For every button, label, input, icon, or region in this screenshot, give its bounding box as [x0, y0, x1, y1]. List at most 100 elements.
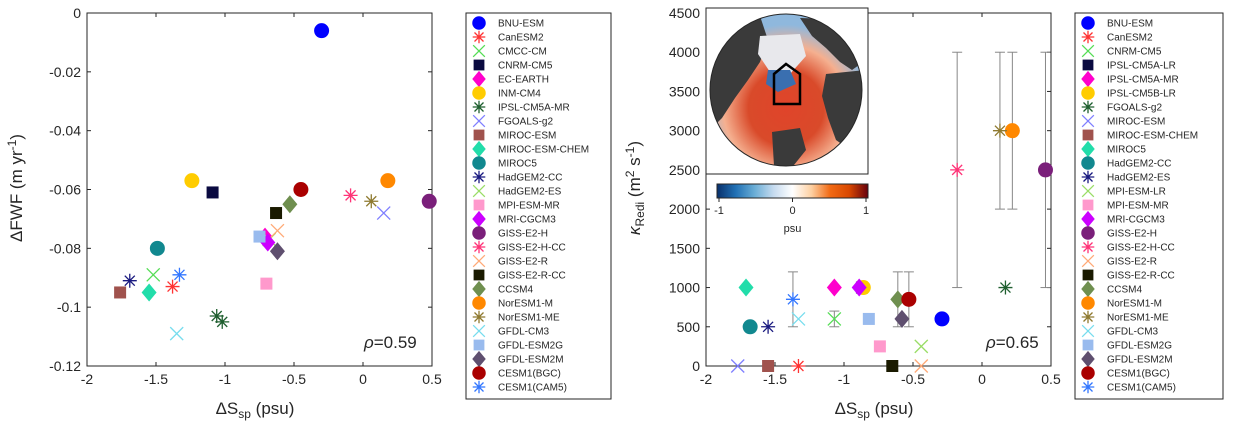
legend-marker [472, 170, 486, 184]
legend-entry-label: MPI-ESM-LR [1107, 187, 1166, 198]
data-point [269, 242, 285, 261]
globe-outline [709, 13, 863, 167]
legend-marker [472, 324, 486, 338]
legend-box [465, 12, 612, 400]
y-tick-label: 1000 [669, 280, 700, 296]
legend-marker [1081, 254, 1095, 268]
data-point [165, 279, 180, 294]
x-axis-title-right: ΔSsp (psu) [835, 399, 914, 421]
data-point [827, 311, 842, 326]
legend-entry-label: HadGEM2-ES [498, 187, 562, 198]
legend-marker [1081, 350, 1095, 368]
legend-marker [472, 210, 486, 228]
legend-marker [1081, 70, 1095, 88]
y-tick-label: 4000 [669, 44, 700, 60]
legend-entry-label: NorESM1-ME [1107, 313, 1169, 324]
data-point [894, 309, 910, 328]
data-point [998, 280, 1013, 295]
data-point [209, 308, 224, 323]
data-point [873, 340, 886, 353]
legend-marker [1081, 324, 1095, 338]
data-point [206, 186, 219, 199]
colorbar-tick-label: 0 [789, 205, 795, 217]
region-box [772, 62, 802, 106]
rho-annotation-left: ρ=0.59 [363, 333, 417, 352]
y-tick-label: 3000 [669, 123, 700, 139]
y-tick-label: -0.12 [49, 358, 81, 374]
legend-entry-label: GISS-E2-R [1107, 257, 1157, 268]
data-point [122, 273, 137, 288]
legend-marker [472, 310, 486, 324]
legend-marker [1081, 240, 1095, 254]
legend-marker [1081, 366, 1095, 380]
data-point [762, 360, 775, 372]
data-point [886, 360, 899, 372]
data-point [172, 267, 187, 282]
data-point [890, 290, 906, 309]
legend-marker [1081, 310, 1095, 324]
x-tick-label: -1.5 [763, 371, 787, 387]
legend-entry-label: GISS-E2-R-CC [1107, 271, 1175, 282]
panel-right: -2 -1.5 -1 -0.5 0 0.5 0 500 1000 1500 2000 2500 3000… [669, 5, 1224, 400]
colorbar-label: psu [784, 223, 802, 235]
colorbar: -1 0 1 psu [714, 183, 869, 235]
x-tick-label: -1.5 [144, 371, 168, 387]
legend-entry-label: GFDL-CM3 [1107, 327, 1159, 338]
legend-entry-label: HadGEM2-CC [498, 173, 562, 184]
plot-frame [86, 12, 433, 367]
x-tick-label: -0.5 [282, 371, 306, 387]
legend-marker [472, 254, 486, 268]
data-point [934, 311, 950, 327]
legend-entry-label: CESM1(CAM5) [1107, 383, 1176, 394]
legend-entry-label: NorESM1-ME [498, 313, 560, 324]
legend-box [1074, 12, 1224, 400]
x-tick-label: -1 [219, 371, 232, 387]
legend-marker [472, 86, 486, 100]
legend-marker [473, 339, 485, 351]
data-point [146, 267, 161, 282]
data-point [761, 319, 776, 334]
y-tick-label: -0.08 [49, 240, 81, 256]
legend-marker [472, 240, 486, 254]
y-axis-title-right: κRedi (m2 s-1) [623, 141, 647, 235]
x-tick-label: -2 [81, 371, 94, 387]
legend-entry-label: CNRM-CM5 [1107, 47, 1162, 58]
legend-entry-label: NorESM1-M [1107, 299, 1162, 310]
legend-entry-label: MIROC5 [1107, 145, 1146, 156]
data-point [114, 286, 127, 299]
y-tick-label: 4500 [669, 5, 700, 21]
y-tick-label: -0.02 [49, 64, 81, 80]
legend-marker [1081, 86, 1095, 100]
legend-marker [472, 30, 486, 44]
legend-entry-label: EC-EARTH [498, 75, 549, 86]
legend-entry-label: HadGEM2-CC [1107, 159, 1171, 170]
data-point [364, 194, 379, 209]
legend-entry-label: MIROC-ESM-CHEM [1107, 131, 1198, 142]
legend-marker [1081, 380, 1095, 394]
data-point [738, 278, 754, 297]
legend-entry-label: GISS-E2-H [498, 229, 548, 240]
legend-entry-label: MIROC5 [498, 159, 537, 170]
legend-entry-label: GISS-E2-H-CC [1107, 243, 1175, 254]
legend-marker [473, 129, 485, 141]
data-point [1037, 162, 1053, 178]
legend-marker [1081, 114, 1095, 128]
y-tick-label: 0 [692, 358, 700, 374]
data-point [914, 339, 929, 354]
data-point [282, 195, 298, 214]
legend-entry-label: GFDL-CM3 [498, 327, 550, 338]
legend-entry-label: MPI-ESM-MR [498, 201, 560, 212]
data-point [901, 291, 917, 307]
legend-entry-label: GISS-E2-R [498, 257, 548, 268]
legend-marker [472, 100, 486, 114]
legend-entry-label: CNRM-CM5 [498, 61, 553, 72]
legend-marker [1081, 280, 1095, 298]
legend-marker [1082, 269, 1094, 281]
legend-entry-label: FGOALS-g2 [1107, 103, 1162, 114]
data-point [730, 359, 745, 373]
data-point [169, 326, 184, 341]
colorbar-tick-label: -1 [714, 205, 724, 217]
legend-marker [1081, 210, 1095, 228]
legend-marker [1082, 339, 1094, 351]
legend-entry-label: IPSL-CM5A-MR [1107, 75, 1179, 86]
